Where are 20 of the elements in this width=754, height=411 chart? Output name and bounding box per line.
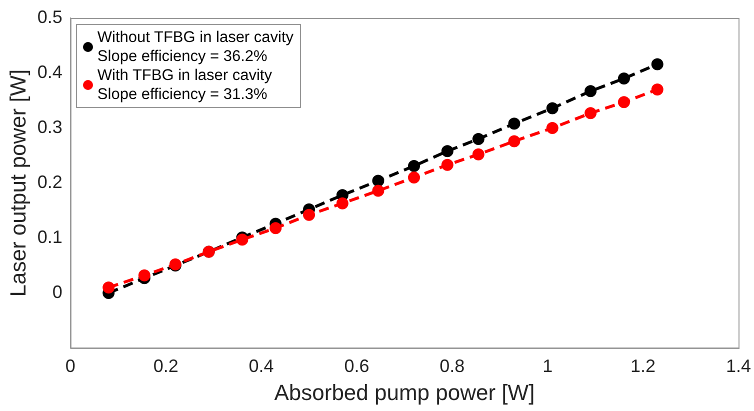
x-tick-label: 0.6: [344, 356, 370, 376]
y-tick-label: 0: [52, 282, 62, 302]
legend-label: With TFBG in laser cavity: [97, 66, 272, 85]
y-tick-label: 0.4: [37, 62, 62, 82]
y-tick-label: 0.2: [37, 172, 62, 192]
annotation: Slope efficiency = 36.2%: [97, 47, 268, 66]
x-tick-label: 0: [65, 356, 76, 376]
y-tick-label: 0.1: [37, 226, 62, 247]
y-tick-label: 0.5: [37, 6, 62, 27]
x-tick-label: 1.2: [630, 356, 656, 376]
x-tick-label: 1: [542, 356, 553, 376]
annotation: Slope efficiency = 31.3%: [97, 85, 268, 104]
x-tick-label: 1.4: [726, 356, 752, 376]
legend-label: Without TFBG in laser cavity: [97, 28, 294, 47]
y-tick-label: 0.3: [37, 116, 62, 137]
x-tick-label: 0.4: [248, 356, 274, 376]
x-axis-title: Absorbed pump power [W]: [274, 380, 535, 405]
y-axis-title: Laser output power [W]: [5, 69, 30, 297]
x-tick-label: 0.8: [440, 356, 465, 376]
x-tick-label: 0.2: [153, 356, 178, 376]
